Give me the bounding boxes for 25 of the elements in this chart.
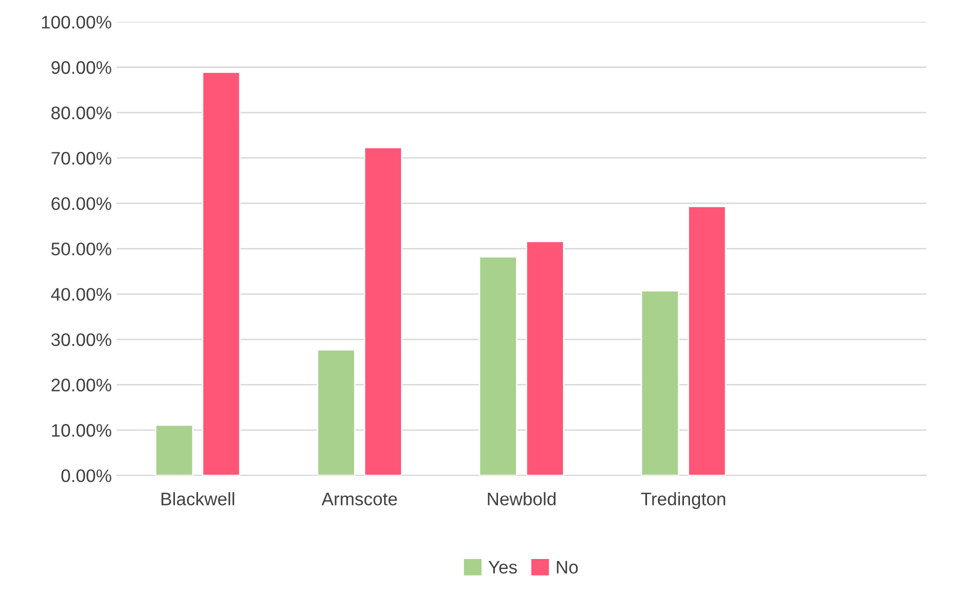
- x-tick-label: Newbold: [488, 492, 556, 506]
- x-tick-label: Blackwell: [162, 492, 234, 506]
- y-tick-label: 70.00%: [52, 152, 112, 165]
- y-tick-label: 60.00%: [52, 197, 112, 210]
- bar: [316, 349, 356, 476]
- bar: [688, 206, 726, 476]
- y-tick-label: 20.00%: [52, 378, 112, 392]
- y-tick-label: 100.00%: [42, 16, 112, 29]
- y-tick-label: 50.00%: [51, 242, 112, 256]
- x-tick-label: Tredington: [641, 492, 726, 509]
- x-tick-label: Armscote: [322, 492, 397, 506]
- bar: [154, 424, 194, 476]
- y-tick-label: 0.00%: [61, 469, 112, 482]
- legend-label: No: [556, 560, 578, 574]
- bar: [202, 72, 241, 476]
- bar: [478, 256, 518, 476]
- bar: [364, 146, 402, 476]
- bar: [640, 290, 680, 476]
- y-tick-label: 10.00%: [52, 424, 112, 437]
- y-tick-label: 30.00%: [51, 333, 112, 346]
- y-tick-label: 40.00%: [51, 288, 112, 301]
- bar: [526, 240, 564, 476]
- legend-label: Yes: [488, 560, 517, 574]
- y-tick-label: 80.00%: [51, 106, 112, 120]
- y-tick-label: 90.00%: [52, 61, 112, 74]
